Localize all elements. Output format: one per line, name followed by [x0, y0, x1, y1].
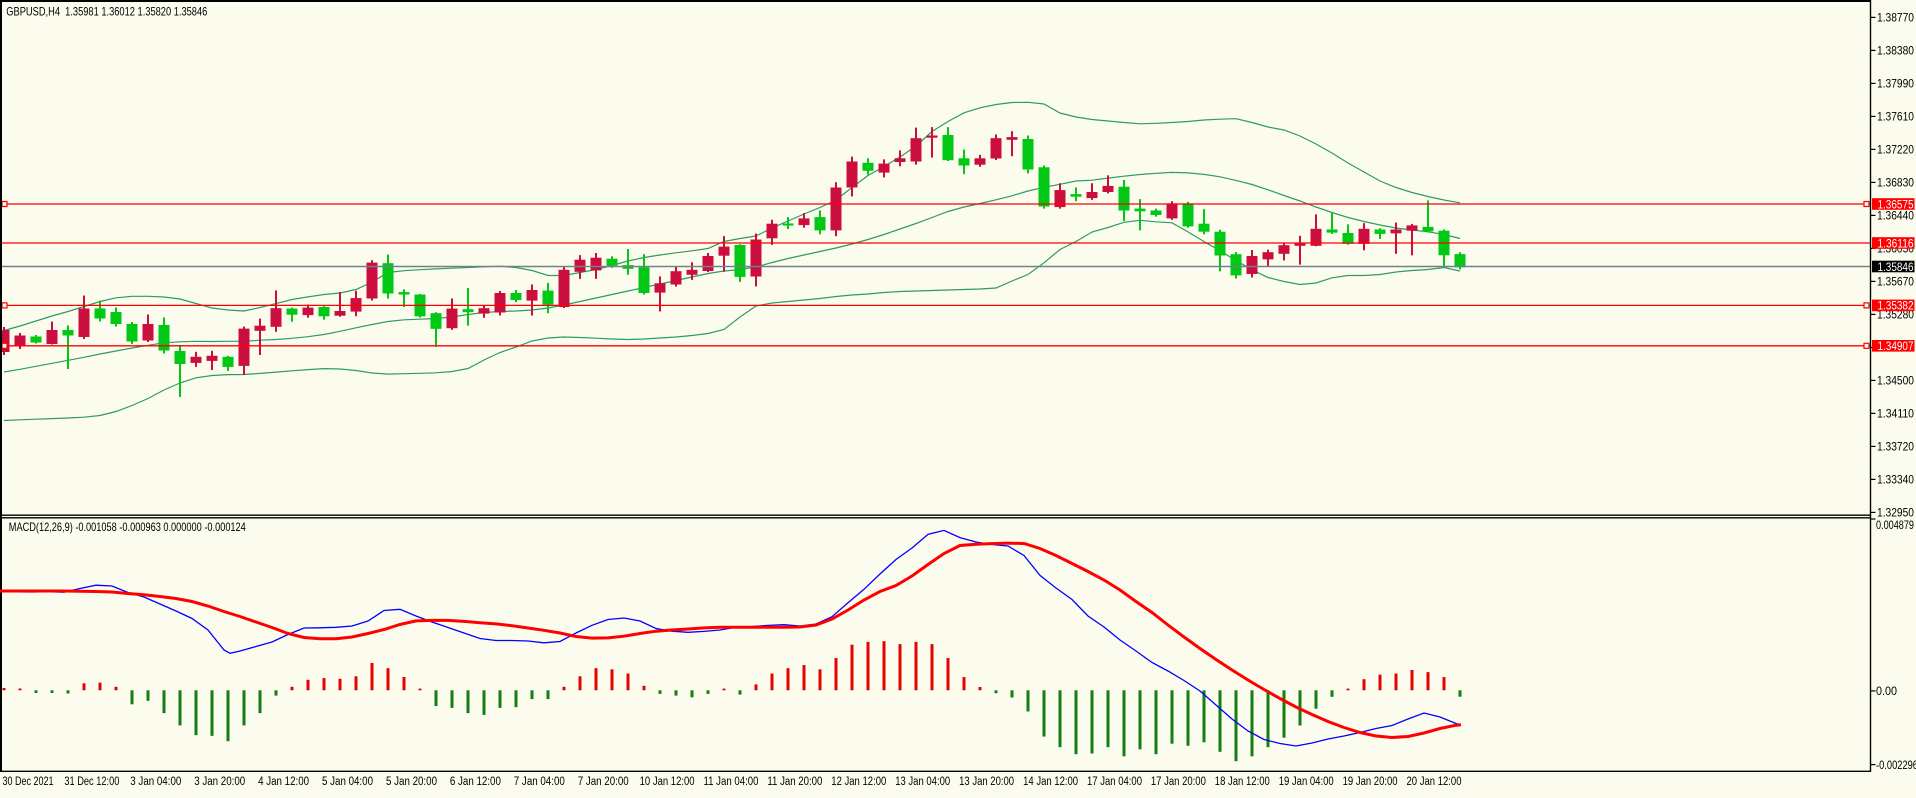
svg-text:4 Jan 12:00: 4 Jan 12:00	[258, 776, 309, 788]
svg-text:1.38380: 1.38380	[1877, 46, 1914, 58]
svg-text:1.36575: 1.36575	[1878, 199, 1914, 211]
svg-text:11 Jan 04:00: 11 Jan 04:00	[704, 776, 759, 788]
svg-text:1.37990: 1.37990	[1877, 79, 1914, 91]
svg-text:1.38770: 1.38770	[1877, 13, 1914, 25]
svg-text:11 Jan 20:00: 11 Jan 20:00	[767, 776, 822, 788]
svg-text:12 Jan 12:00: 12 Jan 12:00	[831, 776, 886, 788]
svg-text:17 Jan 04:00: 17 Jan 04:00	[1087, 776, 1142, 788]
svg-text:1.34907: 1.34907	[1878, 341, 1914, 353]
svg-text:1.37610: 1.37610	[1877, 112, 1914, 124]
svg-text:7 Jan 20:00: 7 Jan 20:00	[578, 776, 629, 788]
svg-text:1.35846: 1.35846	[1878, 262, 1914, 274]
svg-text:20 Jan 12:00: 20 Jan 12:00	[1407, 776, 1462, 788]
svg-text:-0.002296: -0.002296	[1876, 760, 1916, 772]
svg-text:7 Jan 04:00: 7 Jan 04:00	[514, 776, 565, 788]
svg-text:31 Dec 12:00: 31 Dec 12:00	[64, 776, 119, 788]
svg-text:5 Jan 04:00: 5 Jan 04:00	[322, 776, 373, 788]
svg-text:5 Jan 20:00: 5 Jan 20:00	[386, 776, 437, 788]
svg-text:1.34500: 1.34500	[1877, 376, 1914, 388]
svg-text:0.004879: 0.004879	[1876, 520, 1914, 532]
svg-text:GBPUSD,H4 1.35981 1.36012 1.3: GBPUSD,H4 1.35981 1.36012 1.35820 1.3584…	[6, 4, 207, 18]
svg-text:1.36116: 1.36116	[1878, 238, 1914, 250]
svg-text:1.36830: 1.36830	[1877, 178, 1914, 190]
svg-text:1.33720: 1.33720	[1877, 442, 1914, 454]
svg-text:1.32950: 1.32950	[1877, 508, 1914, 520]
svg-text:1.34110: 1.34110	[1877, 409, 1914, 421]
svg-text:1.33340: 1.33340	[1877, 475, 1914, 487]
svg-text:13 Jan 04:00: 13 Jan 04:00	[895, 776, 950, 788]
svg-text:19 Jan 20:00: 19 Jan 20:00	[1343, 776, 1398, 788]
svg-text:MACD(12,26,9) -0.001058 -0.000: MACD(12,26,9) -0.001058 -0.000963 0.0000…	[9, 520, 246, 534]
svg-text:1.36440: 1.36440	[1877, 211, 1914, 223]
svg-text:30 Dec 2021: 30 Dec 2021	[3, 776, 54, 788]
svg-text:1.35280: 1.35280	[1877, 310, 1914, 322]
svg-text:1.35670: 1.35670	[1877, 277, 1914, 289]
svg-text:1.35382: 1.35382	[1878, 301, 1914, 313]
svg-text:13 Jan 20:00: 13 Jan 20:00	[959, 776, 1014, 788]
svg-text:3 Jan 20:00: 3 Jan 20:00	[194, 776, 245, 788]
svg-text:0.00: 0.00	[1876, 686, 1897, 698]
svg-text:1.37220: 1.37220	[1877, 145, 1914, 157]
svg-text:19 Jan 04:00: 19 Jan 04:00	[1279, 776, 1334, 788]
svg-text:10 Jan 12:00: 10 Jan 12:00	[640, 776, 695, 788]
svg-text:17 Jan 20:00: 17 Jan 20:00	[1151, 776, 1206, 788]
svg-text:18 Jan 12:00: 18 Jan 12:00	[1215, 776, 1270, 788]
svg-text:6 Jan 12:00: 6 Jan 12:00	[450, 776, 501, 788]
svg-text:14 Jan 12:00: 14 Jan 12:00	[1023, 776, 1078, 788]
svg-text:3 Jan 04:00: 3 Jan 04:00	[130, 776, 181, 788]
